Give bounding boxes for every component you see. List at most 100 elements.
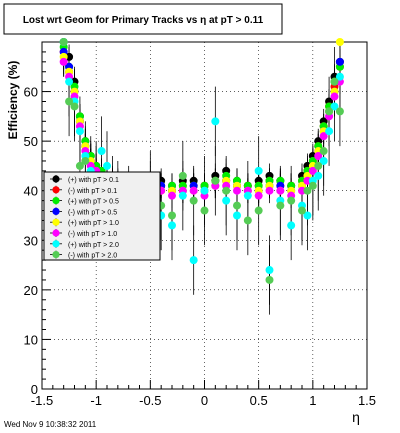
y-tick-label: 40 bbox=[24, 184, 38, 199]
timestamp: Wed Nov 9 10:38:32 2011 bbox=[4, 420, 97, 429]
legend-label: (-) with pT > 2.0 bbox=[68, 253, 117, 260]
data-point bbox=[233, 201, 241, 210]
legend-marker bbox=[52, 240, 60, 248]
data-point bbox=[335, 72, 344, 81]
data-point bbox=[200, 206, 209, 215]
data-point bbox=[319, 156, 328, 165]
data-point bbox=[276, 201, 285, 210]
x-tick-label: 1 bbox=[309, 393, 316, 408]
axes: -1.5 -1 -0.5 0 0.5 1 1.5 0 10 20 30 40 50 60 bbox=[24, 51, 376, 408]
y-axis-label: Efficiency (%) bbox=[6, 61, 20, 140]
data-point bbox=[287, 221, 296, 230]
data-point bbox=[59, 38, 68, 46]
data-point bbox=[75, 161, 84, 170]
data-point bbox=[168, 191, 176, 200]
data-point bbox=[75, 127, 84, 136]
legend-label: (-) with pT > 1.0 bbox=[68, 231, 117, 238]
data-point bbox=[335, 107, 344, 116]
x-tick-label: -1.5 bbox=[31, 393, 53, 408]
legend: (+) with pT > 0.1 (-) with pT > 0.1 (+) wi… bbox=[43, 171, 161, 261]
data-point bbox=[59, 57, 68, 66]
data-point bbox=[335, 57, 344, 66]
data-point bbox=[308, 181, 317, 190]
y-tick-label: 60 bbox=[24, 85, 38, 100]
data-point bbox=[319, 147, 328, 156]
chart-title: Lost wrt Geom for Primary Tracks vs η at… bbox=[23, 15, 264, 26]
data-point bbox=[330, 77, 339, 86]
data-point bbox=[222, 196, 231, 205]
data-point bbox=[211, 117, 220, 126]
data-point bbox=[314, 171, 323, 180]
title-box: Lost wrt Geom for Primary Tracks vs η at… bbox=[3, 3, 283, 35]
x-tick-label: 0.5 bbox=[250, 393, 268, 408]
x-axis-label: η bbox=[352, 409, 360, 425]
data-point bbox=[65, 97, 74, 106]
data-point bbox=[233, 211, 241, 220]
data-point bbox=[298, 206, 306, 215]
x-tick-label: 1.5 bbox=[358, 393, 376, 408]
data-point bbox=[314, 152, 323, 161]
data-point bbox=[303, 211, 312, 220]
legend-label: (-) with pT > 0.5 bbox=[68, 209, 117, 216]
data-point bbox=[308, 166, 317, 175]
data-point bbox=[97, 147, 106, 156]
y-tick-label: 20 bbox=[24, 283, 38, 298]
data-point bbox=[211, 176, 220, 185]
data-point bbox=[335, 38, 344, 46]
x-tick-label: -1 bbox=[90, 393, 102, 408]
data-point bbox=[314, 161, 323, 170]
data-point bbox=[168, 221, 176, 230]
legend-marker bbox=[52, 207, 60, 215]
data-point bbox=[330, 102, 339, 111]
data-point bbox=[233, 186, 241, 195]
y-tick-label: 30 bbox=[24, 233, 38, 248]
data-point bbox=[325, 127, 334, 136]
data-point bbox=[276, 186, 285, 195]
data-point bbox=[243, 191, 252, 200]
data-point bbox=[189, 256, 198, 265]
legend-label: (+) with pT > 2.0 bbox=[68, 242, 119, 249]
data-point bbox=[265, 186, 274, 195]
x-tick-label: -0.5 bbox=[139, 393, 161, 408]
legend-marker bbox=[52, 175, 60, 183]
data-point bbox=[70, 102, 79, 111]
title-frame bbox=[3, 3, 283, 35]
legend-label: (+) with pT > 0.1 bbox=[68, 177, 119, 184]
data-point bbox=[319, 132, 328, 141]
x-tick-label: 0 bbox=[201, 393, 208, 408]
data-point bbox=[243, 216, 252, 225]
y-tick-label: 0 bbox=[31, 382, 38, 397]
legend-marker bbox=[52, 186, 60, 194]
data-point bbox=[178, 171, 187, 180]
data-point bbox=[330, 92, 339, 101]
y-tick-label: 50 bbox=[24, 134, 38, 149]
legend-marker bbox=[52, 251, 60, 259]
legend-marker bbox=[52, 218, 60, 226]
data-point bbox=[81, 156, 90, 165]
data-point bbox=[265, 266, 274, 275]
data-point bbox=[189, 196, 198, 205]
data-point bbox=[265, 275, 274, 284]
data-point bbox=[254, 191, 263, 200]
data-point bbox=[103, 161, 111, 170]
data-point bbox=[222, 186, 231, 195]
legend-marker bbox=[52, 197, 60, 205]
data-point bbox=[168, 211, 176, 220]
data-point bbox=[254, 166, 263, 175]
data-point bbox=[287, 196, 296, 205]
legend-label: (+) with pT > 1.0 bbox=[68, 220, 119, 227]
legend-label: (-) with pT > 0.1 bbox=[68, 188, 117, 195]
data-point bbox=[200, 186, 209, 195]
data-point bbox=[254, 206, 263, 215]
legend-label: (+) with pT > 0.5 bbox=[68, 199, 119, 206]
legend-marker bbox=[52, 229, 60, 237]
data-point bbox=[65, 77, 74, 86]
legend-entries: (+) with pT > 0.1 (-) with pT > 0.1 (+) wi… bbox=[50, 175, 119, 260]
y-tick-label: 10 bbox=[24, 332, 38, 347]
data-point bbox=[303, 186, 312, 195]
legend-box bbox=[43, 171, 161, 261]
data-point bbox=[325, 107, 334, 116]
data-point bbox=[178, 191, 187, 200]
data-point bbox=[189, 186, 198, 195]
